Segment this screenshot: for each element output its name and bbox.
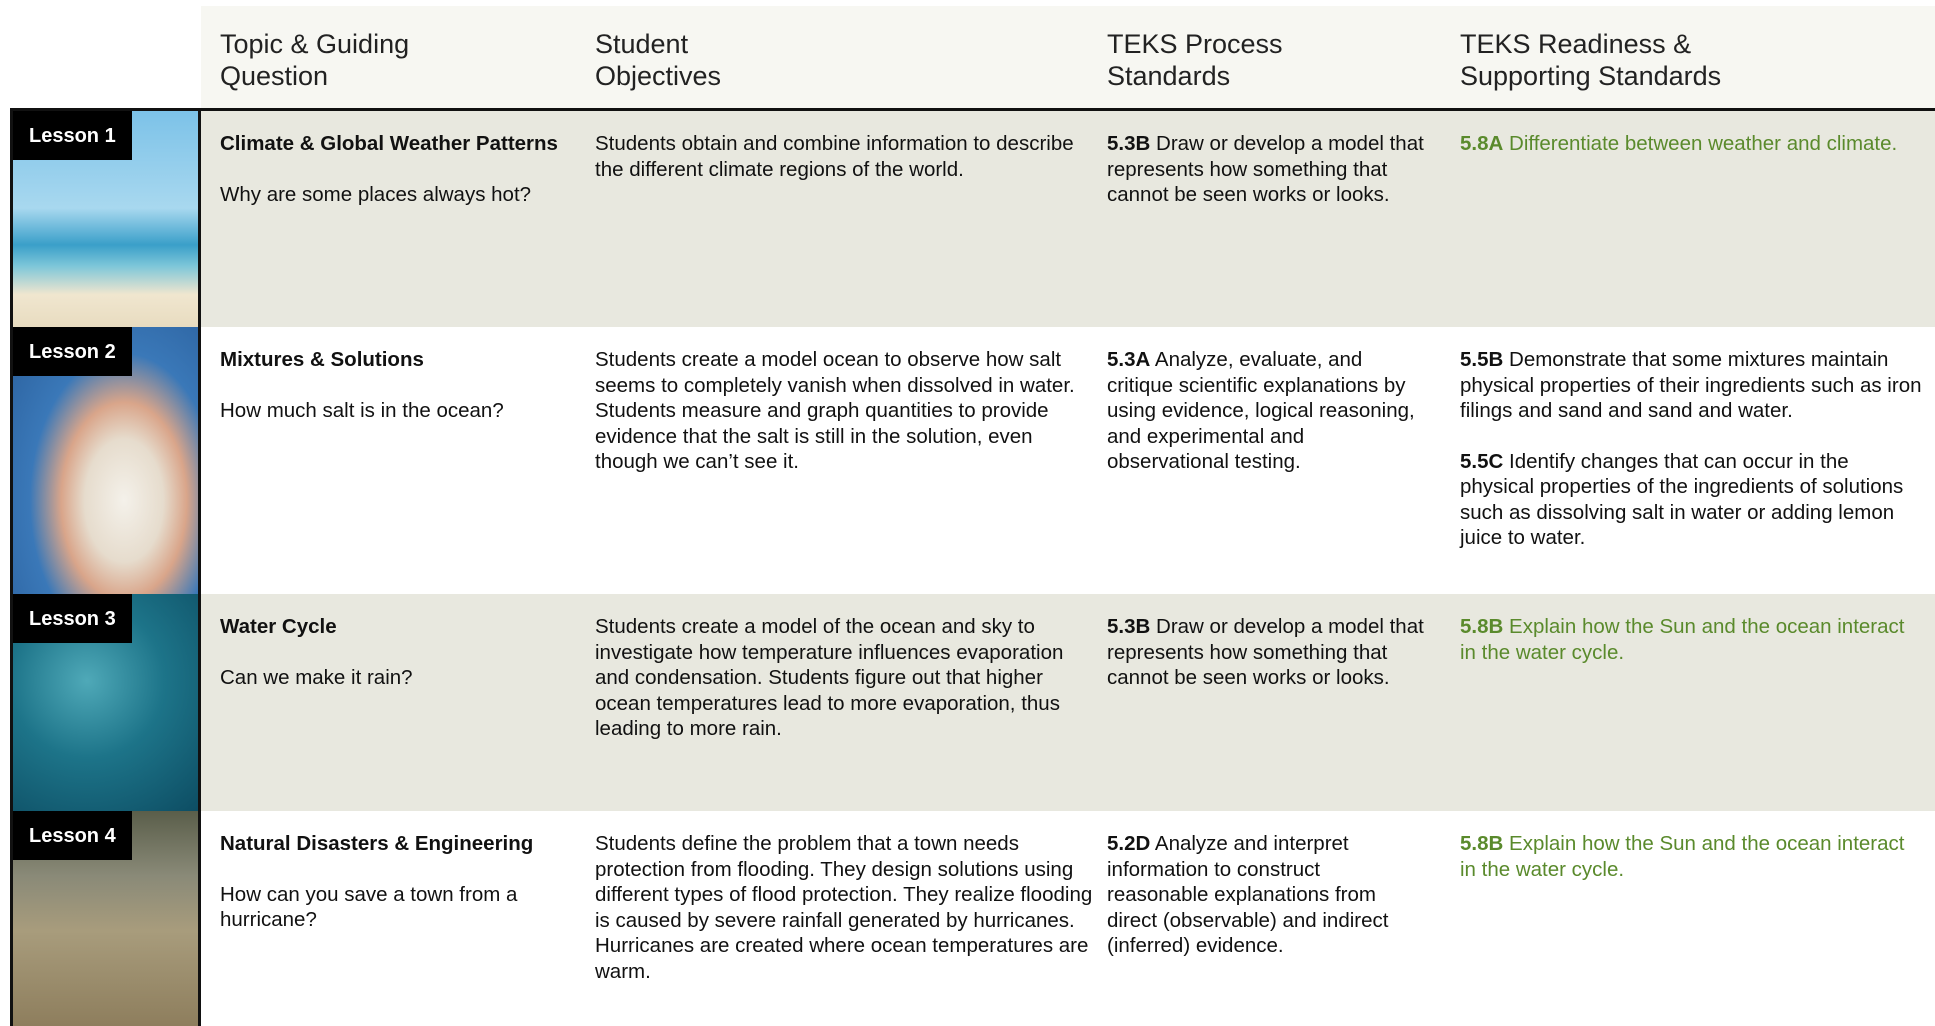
lesson-image: Lesson 4 — [13, 811, 201, 1026]
standard-code: 5.8A — [1460, 132, 1504, 155]
readiness-standard: 5.8B Explain how the Sun and the ocean i… — [1460, 614, 1925, 665]
topic: Natural Disasters & Engineering — [220, 832, 534, 855]
objective: Students define the problem that a town … — [595, 832, 1093, 983]
objective-cell: Students obtain and combine information … — [595, 131, 1095, 182]
objective: Students create a model ocean to observe… — [595, 348, 1075, 473]
topic-cell: Climate & Global Weather Patterns Why are… — [220, 131, 570, 232]
standard-text: Differentiate between weather and climat… — [1509, 132, 1898, 155]
table-header: Topic & Guiding Question Student Objecti… — [201, 6, 1935, 108]
standard-code: 5.2D — [1107, 832, 1151, 855]
topic: Water Cycle — [220, 615, 337, 638]
topic-cell: Water Cycle Can we make it rain? — [220, 614, 570, 715]
process-standard: 5.3A Analyze, evaluate, and critique sci… — [1107, 347, 1427, 475]
standard-code: 5.3B — [1107, 132, 1151, 155]
standard-text: Draw or develop a model that represents … — [1107, 615, 1424, 689]
lesson-row: Lesson 3 Water Cycle Can we make it rain? S… — [13, 594, 1935, 811]
topic-cell: Natural Disasters & Engineering How can y… — [220, 831, 570, 958]
process-standard: 5.3B Draw or develop a model that repres… — [1107, 614, 1427, 691]
process-cell: 5.2D Analyze and interpret information t… — [1107, 831, 1427, 984]
standard-text: Analyze, evaluate, and critique scientif… — [1107, 348, 1415, 473]
standards-cell: 5.8B Explain how the Sun and the ocean i… — [1460, 831, 1925, 907]
process-cell: 5.3A Analyze, evaluate, and critique sci… — [1107, 347, 1427, 500]
standard-text: Analyze and interpret information to con… — [1107, 832, 1389, 957]
standard-code: 5.5C — [1460, 449, 1504, 473]
standards-cell: 5.8A Differentiate between weather and c… — [1460, 131, 1925, 182]
topic-cell: Mixtures & Solutions How much salt is in … — [220, 347, 570, 448]
standard-code: 5.8B — [1460, 832, 1504, 855]
process-standard: 5.2D Analyze and interpret information t… — [1107, 831, 1427, 959]
objective: Students create a model of the ocean and… — [595, 615, 1064, 740]
lesson-image: Lesson 2 — [13, 327, 201, 594]
process-standard: 5.3B Draw or develop a model that repres… — [1107, 131, 1427, 208]
lesson-label: Lesson 1 — [13, 111, 132, 160]
lesson-label: Lesson 4 — [13, 811, 132, 860]
objective: Students obtain and combine information … — [595, 132, 1074, 181]
standards-cell: 5.8B Explain how the Sun and the ocean i… — [1460, 614, 1925, 690]
lesson-table: Lesson 1 Climate & Global Weather Pattern… — [10, 108, 1935, 1026]
standard-code: 5.8B — [1460, 615, 1504, 638]
lesson-row: Lesson 2 Mixtures & Solutions How much sal… — [13, 327, 1935, 594]
readiness-standard: 5.8B Explain how the Sun and the ocean i… — [1460, 831, 1925, 882]
lesson-image: Lesson 1 — [13, 111, 201, 327]
column-header: TEKS Readiness & Supporting Standards — [1460, 29, 1722, 91]
standard-text: Explain how the Sun and the ocean intera… — [1460, 832, 1905, 881]
readiness-standard: 5.8A Differentiate between weather and c… — [1460, 131, 1925, 157]
column-header: TEKS Process Standards — [1107, 29, 1283, 91]
objective-cell: Students define the problem that a town … — [595, 831, 1095, 984]
topic: Climate & Global Weather Patterns — [220, 132, 558, 155]
standard-text: Demonstrate that some mixtures maintain … — [1460, 348, 1922, 422]
guiding-question: Can we make it rain? — [220, 665, 413, 689]
lesson-label: Lesson 3 — [13, 594, 132, 643]
objective-cell: Students create a model ocean to observe… — [595, 347, 1095, 475]
standards-cell: 5.5B Demonstrate that some mixtures main… — [1460, 347, 1925, 576]
standard-text: Explain how the Sun and the ocean intera… — [1460, 615, 1905, 664]
column-header: Topic & Guiding Question — [220, 29, 410, 91]
objective-cell: Students create a model of the ocean and… — [595, 614, 1095, 742]
lesson-image: Lesson 3 — [13, 594, 201, 811]
standard-code: 5.3B — [1107, 615, 1151, 638]
standard-text: Identify changes that can occur in the p… — [1460, 449, 1904, 550]
lesson-row: Lesson 4 Natural Disasters & Engineering H… — [13, 811, 1935, 1026]
topic: Mixtures & Solutions — [220, 348, 424, 371]
readiness-standard: 5.5B Demonstrate that some mixtures main… — [1460, 347, 1925, 424]
standard-code: 5.3A — [1107, 348, 1151, 371]
lesson-label: Lesson 2 — [13, 327, 132, 376]
guiding-question: How can you save a town from a hurricane… — [220, 882, 518, 932]
standard-text: Draw or develop a model that represents … — [1107, 132, 1424, 206]
lesson-row: Lesson 1 Climate & Global Weather Pattern… — [13, 111, 1935, 327]
column-header: Student Objectives — [595, 29, 722, 91]
process-cell: 5.3B Draw or develop a model that repres… — [1107, 614, 1427, 716]
guiding-question: Why are some places always hot? — [220, 182, 532, 206]
standard-code: 5.5B — [1460, 348, 1504, 371]
guiding-question: How much salt is in the ocean? — [220, 398, 504, 422]
readiness-standard: 5.5C Identify changes that can occur in … — [1460, 449, 1925, 551]
process-cell: 5.3B Draw or develop a model that repres… — [1107, 131, 1427, 233]
